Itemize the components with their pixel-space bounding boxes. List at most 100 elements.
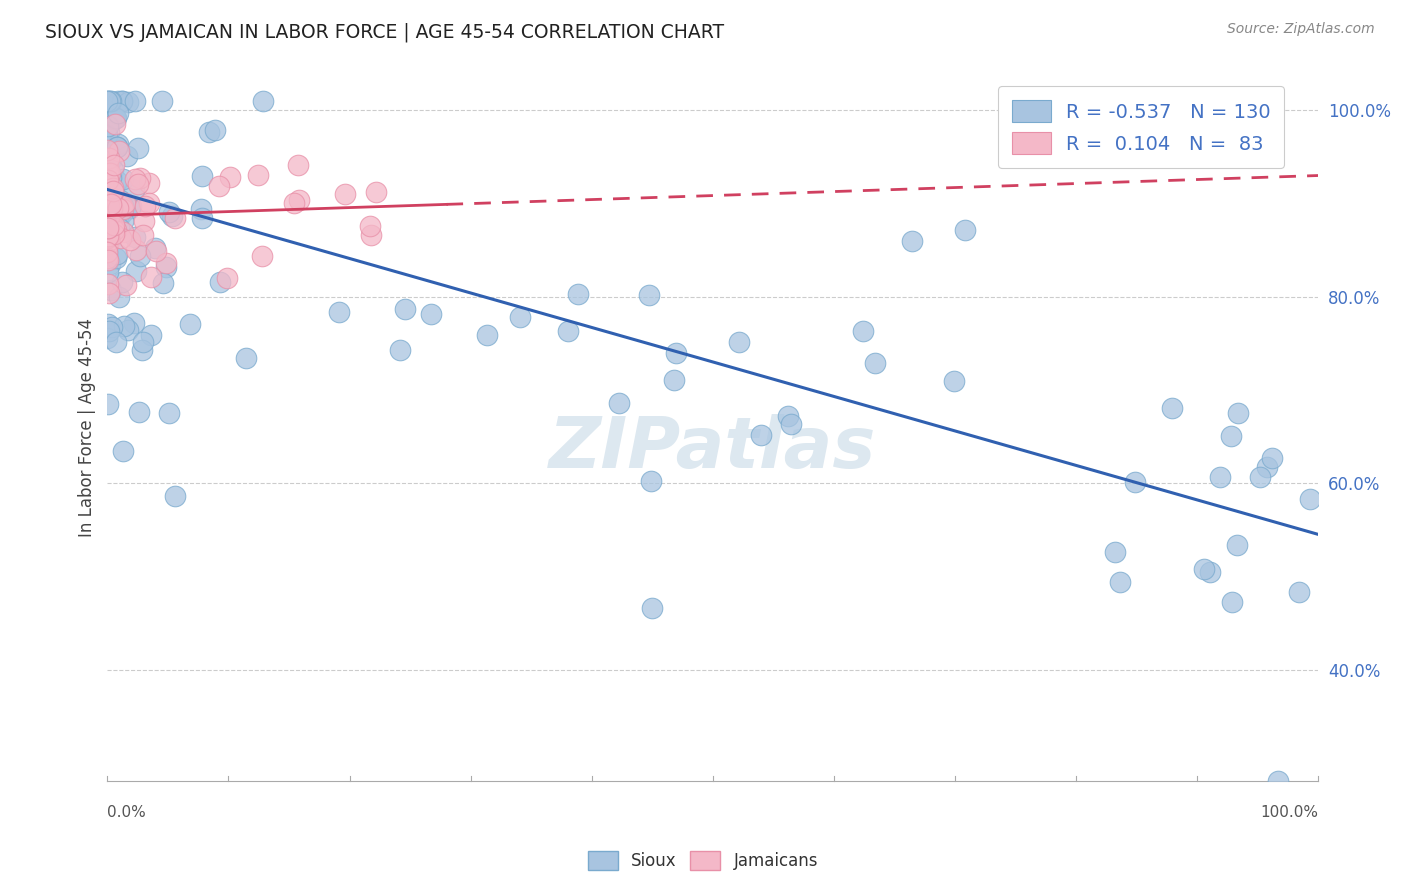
Point — [103, 158, 125, 172]
Point — [204, 122, 226, 136]
Point — [1227, 406, 1250, 420]
Point — [97, 236, 120, 251]
Point — [97, 151, 120, 165]
Point — [96, 175, 118, 189]
Text: ZIPatlas: ZIPatlas — [550, 414, 876, 483]
Point — [100, 189, 122, 203]
Point — [103, 223, 125, 237]
Point — [111, 199, 134, 213]
Point — [96, 237, 118, 252]
Point — [111, 275, 134, 289]
Point — [155, 256, 177, 270]
Point — [101, 186, 124, 200]
Point — [107, 106, 129, 120]
Point — [100, 94, 122, 108]
Point — [134, 213, 156, 227]
Point — [252, 249, 274, 263]
Point — [1288, 585, 1310, 599]
Point — [97, 145, 120, 159]
Point — [96, 192, 118, 206]
Point — [129, 170, 152, 185]
Point — [104, 197, 127, 211]
Point — [112, 225, 135, 239]
Point — [98, 179, 121, 194]
Point — [96, 214, 118, 228]
Point — [641, 600, 664, 615]
Point — [96, 252, 118, 267]
Point — [98, 166, 121, 180]
Point — [335, 186, 357, 201]
Point — [117, 323, 139, 337]
Point — [98, 125, 121, 139]
Point — [235, 351, 257, 365]
Point — [97, 221, 120, 235]
Point — [97, 196, 120, 211]
Point — [1267, 774, 1289, 789]
Point — [287, 158, 309, 172]
Point — [208, 179, 231, 194]
Point — [127, 141, 149, 155]
Point — [155, 260, 177, 275]
Point — [139, 328, 162, 343]
Point — [107, 136, 129, 151]
Point — [1256, 459, 1278, 474]
Point — [388, 343, 411, 358]
Point — [283, 196, 305, 211]
Point — [252, 94, 274, 108]
Point — [105, 202, 128, 216]
Point — [328, 304, 350, 318]
Point — [104, 112, 127, 126]
Point — [107, 290, 129, 304]
Point — [104, 334, 127, 349]
Point — [96, 158, 118, 172]
Point — [1125, 475, 1147, 489]
Point — [100, 201, 122, 215]
Point — [97, 229, 120, 244]
Point — [143, 241, 166, 255]
Point — [138, 176, 160, 190]
Point — [105, 139, 128, 153]
Point — [97, 167, 120, 181]
Point — [1209, 470, 1232, 484]
Point — [97, 246, 120, 260]
Point — [97, 277, 120, 292]
Point — [120, 198, 142, 212]
Point — [96, 143, 118, 157]
Point — [98, 285, 121, 300]
Point — [1108, 574, 1130, 589]
Point — [141, 269, 163, 284]
Point — [131, 335, 153, 350]
Point — [1220, 595, 1243, 609]
Point — [247, 168, 270, 182]
Point — [665, 345, 688, 359]
Point — [134, 199, 156, 213]
Point — [103, 112, 125, 127]
Point — [97, 324, 120, 338]
Point — [100, 319, 122, 334]
Point — [1226, 539, 1249, 553]
Point — [359, 219, 381, 233]
Point — [1261, 450, 1284, 465]
Point — [163, 489, 186, 503]
Point — [96, 128, 118, 142]
Point — [120, 233, 142, 247]
Point — [96, 229, 118, 244]
Point — [111, 94, 134, 108]
Point — [103, 227, 125, 242]
Point — [97, 317, 120, 331]
Point — [108, 144, 131, 158]
Point — [191, 169, 214, 183]
Point — [96, 229, 118, 244]
Point — [150, 94, 173, 108]
Point — [131, 343, 153, 357]
Point — [179, 317, 201, 331]
Point — [101, 162, 124, 177]
Point — [96, 94, 118, 108]
Point — [124, 183, 146, 197]
Point — [108, 220, 131, 235]
Point — [111, 444, 134, 458]
Point — [138, 196, 160, 211]
Point — [145, 244, 167, 259]
Point — [96, 235, 118, 249]
Point — [567, 287, 589, 301]
